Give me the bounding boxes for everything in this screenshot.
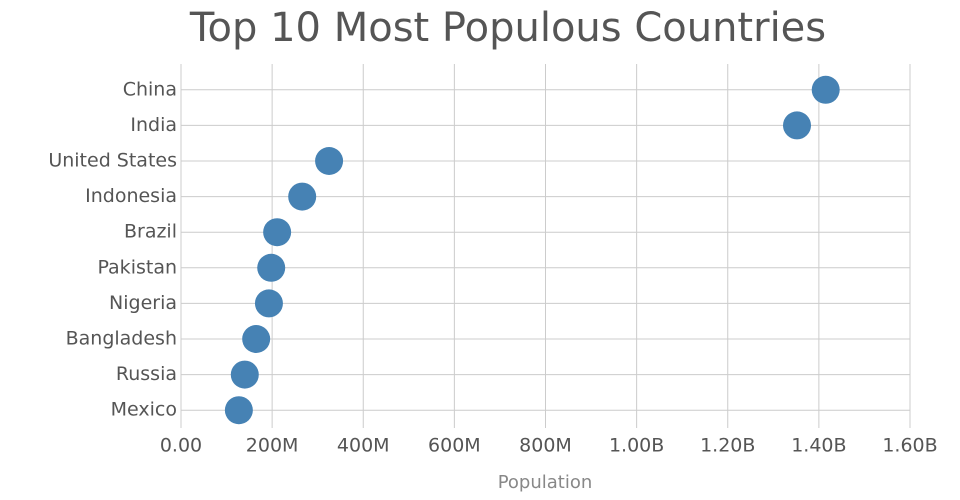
y-tick-label: Mexico — [111, 399, 177, 421]
y-tick-label: Bangladesh — [66, 328, 177, 350]
x-axis-title: Population — [498, 472, 593, 493]
dot — [230, 360, 259, 389]
dot — [811, 75, 840, 104]
x-tick-label: 0.00 — [160, 435, 202, 457]
y-tick-label: United States — [48, 150, 177, 172]
dot — [263, 218, 292, 247]
x-tick-label: 600M — [428, 435, 481, 457]
x-tick-label: 1.00B — [609, 435, 664, 457]
dot — [288, 182, 317, 211]
x-tick-label: 1.20B — [700, 435, 755, 457]
x-tick-label: 1.60B — [882, 435, 937, 457]
dot — [254, 289, 283, 318]
x-tick-label: 800M — [519, 435, 572, 457]
dot — [783, 111, 812, 140]
y-tick-label: Pakistan — [97, 256, 177, 278]
y-tick-label: Nigeria — [109, 292, 177, 314]
chart-title: Top 10 Most Populous Countries — [189, 5, 826, 51]
y-tick-label: Brazil — [124, 221, 177, 243]
dot — [315, 147, 344, 175]
dot — [224, 396, 253, 425]
x-tick-label: 1.40B — [791, 435, 846, 457]
y-tick-label: India — [130, 114, 177, 136]
dot — [257, 253, 286, 282]
dot — [242, 325, 271, 353]
x-tick-label: 400M — [337, 435, 390, 457]
y-tick-label: China — [123, 78, 177, 100]
y-tick-label: Indonesia — [85, 185, 177, 207]
y-tick-label: Russia — [116, 363, 177, 385]
x-tick-label: 200M — [246, 435, 299, 457]
